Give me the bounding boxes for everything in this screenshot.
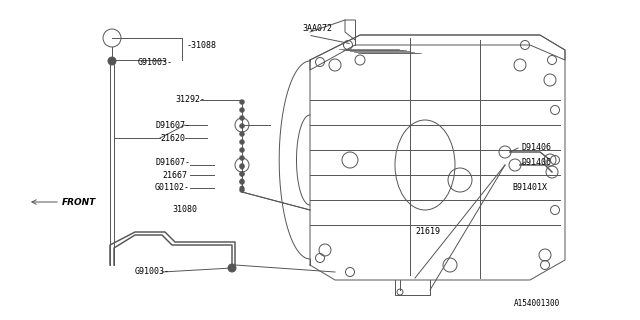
Circle shape [240, 172, 244, 176]
Circle shape [240, 186, 244, 190]
Text: G91003-: G91003- [138, 58, 173, 67]
Circle shape [239, 172, 244, 177]
Text: D91607-: D91607- [155, 121, 190, 130]
Circle shape [239, 132, 244, 137]
Text: D91607-: D91607- [155, 157, 190, 166]
Text: B91401X: B91401X [512, 183, 547, 193]
Text: G01102-: G01102- [155, 183, 190, 193]
Text: 31292-: 31292- [175, 95, 205, 105]
Circle shape [239, 100, 244, 105]
Circle shape [239, 116, 244, 121]
Text: 21620: 21620 [160, 133, 185, 142]
Circle shape [240, 179, 244, 183]
Circle shape [239, 164, 244, 169]
Text: 21667: 21667 [162, 171, 187, 180]
Circle shape [239, 124, 244, 129]
Circle shape [108, 57, 116, 65]
Circle shape [239, 188, 244, 193]
Text: D91406: D91406 [522, 157, 552, 166]
Text: FRONT: FRONT [62, 197, 96, 206]
Text: D91406: D91406 [522, 142, 552, 151]
Circle shape [228, 264, 236, 272]
Text: 21619: 21619 [415, 228, 440, 236]
Circle shape [239, 156, 244, 161]
Circle shape [239, 140, 244, 145]
Text: G91003-: G91003- [135, 268, 170, 276]
Circle shape [239, 180, 244, 185]
Circle shape [240, 165, 244, 169]
Circle shape [239, 148, 244, 153]
Text: 31080: 31080 [172, 205, 197, 214]
Text: A154001300: A154001300 [514, 299, 560, 308]
Text: 3AA072: 3AA072 [302, 23, 332, 33]
Text: -31088: -31088 [187, 41, 217, 50]
Circle shape [239, 108, 244, 113]
